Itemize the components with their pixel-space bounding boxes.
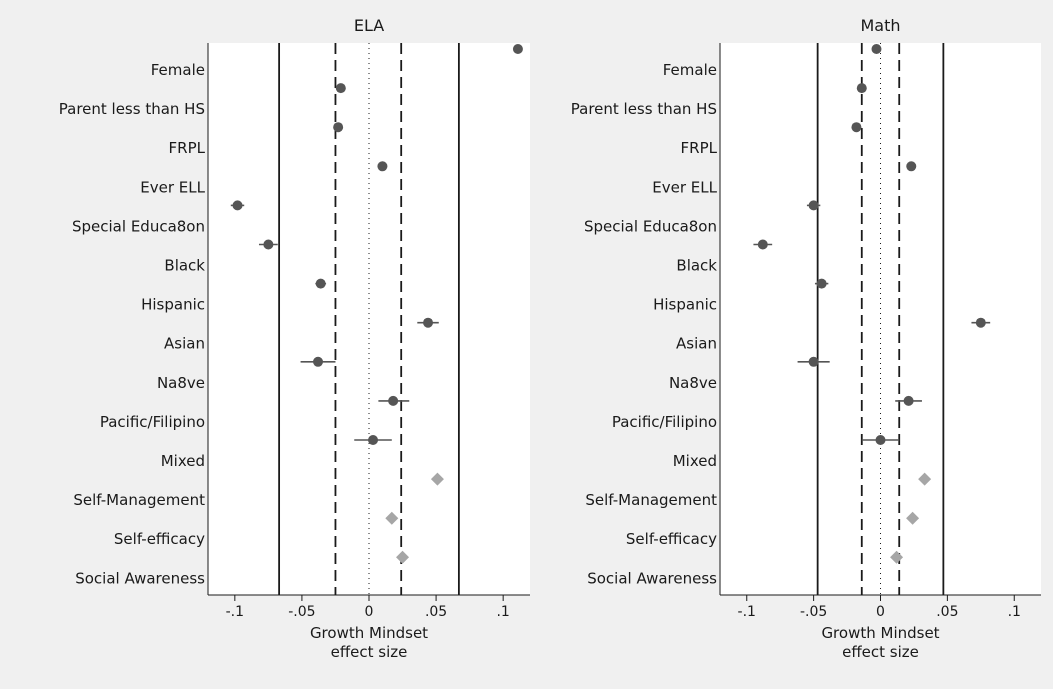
x-axis-label: effect size (331, 643, 408, 661)
point-marker-circle (871, 44, 882, 54)
y-category-label: Parent less than HS (59, 100, 205, 118)
point-marker-circle (423, 317, 434, 328)
point-marker-circle (851, 122, 862, 133)
y-category-label: Ever ELL (652, 178, 717, 196)
y-category-label: Female (663, 61, 717, 79)
x-tick-label: -.1 (738, 604, 756, 620)
point-marker-circle (368, 435, 379, 445)
y-category-label: Parent less than HS (571, 100, 717, 118)
y-category-label: Hispanic (653, 296, 717, 314)
y-category-label: Female (151, 61, 205, 79)
point-marker-circle (875, 435, 886, 445)
x-tick-label: .05 (425, 604, 447, 620)
y-category-label: Social Awareness (75, 569, 205, 587)
point-marker-circle (903, 395, 914, 406)
y-category-label: Mixed (673, 452, 717, 470)
x-tick-label: 0 (365, 604, 374, 620)
point-marker-circle (388, 395, 399, 406)
y-category-label: Special Educa8on (584, 217, 717, 235)
x-axis-label: Growth Mindset (310, 624, 428, 642)
x-tick-label: .1 (496, 604, 509, 620)
point-marker-circle (856, 83, 867, 94)
y-category-label: Self-Management (585, 491, 717, 509)
point-marker-circle (232, 200, 243, 211)
point-marker-circle (757, 239, 768, 250)
point-marker-circle (816, 278, 827, 289)
y-category-label: Pacific/Filipino (100, 413, 205, 431)
y-category-label: Hispanic (141, 296, 205, 314)
point-marker-circle (377, 161, 388, 172)
point-marker-circle (512, 44, 523, 54)
point-marker-circle (335, 83, 346, 94)
x-tick-label: 0 (876, 604, 885, 620)
panel-title: Math (860, 16, 900, 35)
point-marker-circle (313, 356, 324, 367)
point-marker-diamond (385, 511, 399, 525)
y-category-label: Na8ve (669, 374, 717, 392)
panel-title: ELA (354, 16, 384, 35)
y-category-label: Asian (676, 335, 717, 353)
y-category-label: Black (676, 257, 717, 275)
y-category-label: FRPL (681, 139, 718, 157)
point-marker-circle (263, 239, 274, 250)
x-tick-label: .1 (1008, 604, 1021, 620)
x-tick-label: -.1 (226, 604, 244, 620)
x-tick-label: -.05 (288, 604, 315, 620)
y-category-label: Self-Management (73, 491, 205, 509)
x-axis-label: effect size (842, 643, 919, 661)
point-marker-circle (333, 122, 344, 133)
y-category-label: Ever ELL (140, 178, 205, 196)
point-marker-diamond (430, 472, 444, 486)
point-marker-circle (808, 356, 819, 367)
point-marker-diamond (396, 550, 410, 564)
y-category-label: Self-efficacy (114, 530, 205, 548)
y-category-label: Social Awareness (587, 569, 717, 587)
point-marker-diamond (906, 511, 920, 525)
y-category-label: Na8ve (157, 374, 205, 392)
y-category-label: Black (164, 257, 205, 275)
point-marker-circle (808, 200, 819, 211)
y-category-label: Mixed (161, 452, 205, 470)
point-marker-circle (906, 161, 917, 172)
point-marker-circle (975, 317, 986, 328)
y-category-label: Special Educa8on (72, 217, 205, 235)
y-category-label: Pacific/Filipino (612, 413, 717, 431)
point-marker-diamond (890, 550, 904, 564)
y-category-label: FRPL (169, 139, 206, 157)
y-category-label: Asian (164, 335, 205, 353)
y-category-label: Self-efficacy (626, 530, 717, 548)
x-tick-label: .05 (936, 604, 958, 620)
x-tick-label: -.05 (800, 604, 827, 620)
point-marker-circle (315, 278, 326, 289)
x-axis-label: Growth Mindset (821, 624, 939, 642)
point-marker-diamond (918, 472, 932, 486)
